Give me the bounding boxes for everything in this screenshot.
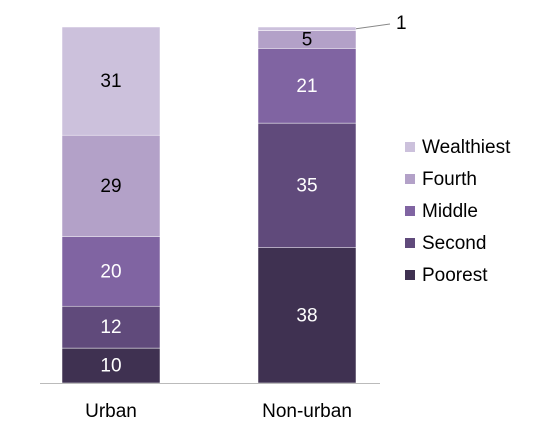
x-tick-label: Non-urban [262, 401, 352, 421]
legend-swatch [405, 142, 415, 152]
bar-segment [257, 122, 357, 248]
legend-swatch [405, 238, 415, 248]
legend-label: Fourth [422, 169, 477, 190]
legend-label: Second [422, 233, 486, 254]
legend-swatch [405, 174, 415, 184]
bar-segment [257, 247, 357, 384]
data-label: 12 [100, 317, 121, 338]
legend-swatch [405, 206, 415, 216]
data-label: 1 [396, 13, 407, 34]
data-label: 35 [296, 175, 317, 196]
x-tick-label: Urban [85, 401, 137, 421]
data-label: 5 [302, 29, 313, 50]
bar-segment [257, 48, 357, 124]
bar-segment [61, 26, 161, 136]
bar-segment [61, 134, 161, 237]
legend-label: Poorest [422, 265, 488, 286]
legend-swatch [405, 270, 415, 280]
legend-label: Middle [422, 201, 478, 222]
data-label: 29 [100, 176, 121, 197]
data-label: 21 [296, 76, 317, 97]
bar-segment [61, 347, 161, 384]
data-label: 38 [296, 305, 317, 326]
bar-segment [61, 305, 161, 349]
bar-segment [257, 26, 357, 31]
leader-line [355, 23, 391, 30]
data-label: 31 [100, 71, 121, 92]
legend-label: Wealthiest [422, 137, 511, 158]
data-label: 10 [100, 356, 121, 377]
data-label: 20 [100, 261, 121, 282]
